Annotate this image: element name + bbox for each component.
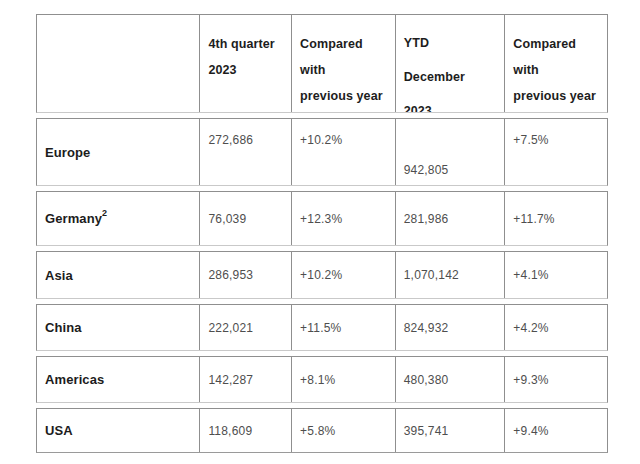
table-row-americas: Americas 142,287 +8.1% 480,380 +9.3% <box>36 356 608 403</box>
ytd-value-cell: 395,741 <box>395 409 505 452</box>
region-label: Germany2 <box>37 192 199 245</box>
ytd-value-cell: 281,986 <box>395 192 505 245</box>
table-row-germany: Germany2 76,039 +12.3% 281,986 +11.7% <box>36 191 608 246</box>
header-ytd-december-2023: YTD December 2023 <box>395 15 505 112</box>
region-name: USA <box>45 423 73 438</box>
q4-value-cell: 286,953 <box>199 252 291 298</box>
region-name: Asia <box>45 268 73 283</box>
region-name: Germany2 <box>45 211 107 226</box>
region-name: Europe <box>45 145 90 160</box>
ytd-compare-cell: +7.5% <box>504 119 607 185</box>
q4-value-cell: 272,686 <box>199 119 291 185</box>
deliveries-table: 4th quarter 2023 Compared with previous … <box>36 14 608 453</box>
ytd-value-cell: 1,070,142 <box>395 252 505 298</box>
header-region <box>37 15 199 112</box>
region-label: USA <box>37 409 199 452</box>
region-label: Americas <box>37 357 199 402</box>
region-name: Americas <box>45 372 104 387</box>
table-row-asia: Asia 286,953 +10.2% 1,070,142 +4.1% <box>36 251 608 299</box>
table-row-china: China 222,021 +11.5% 824,932 +4.2% <box>36 304 608 351</box>
ytd-value-cell: 824,932 <box>395 305 505 350</box>
q4-compare-cell: +11.5% <box>291 305 395 350</box>
q4-value-cell: 76,039 <box>199 192 291 245</box>
ytd-compare-cell: +4.2% <box>504 305 607 350</box>
q4-compare-cell: +10.2% <box>291 252 395 298</box>
q4-value-cell: 222,021 <box>199 305 291 350</box>
ytd-compare-cell: +11.7% <box>504 192 607 245</box>
region-label: Asia <box>37 252 199 298</box>
ytd-value-cell: 942,805 <box>395 119 505 185</box>
header-q4-compare: Compared with previous year % <box>291 15 395 112</box>
header-q4-2023: 4th quarter 2023 <box>199 15 291 112</box>
q4-value-cell: 142,287 <box>199 357 291 402</box>
region-label: Europe <box>37 119 199 185</box>
table-row-usa: USA 118,609 +5.8% 395,741 +9.4% <box>36 408 608 453</box>
region-name: China <box>45 320 82 335</box>
ytd-value-cell: 480,380 <box>395 357 505 402</box>
q4-value-cell: 118,609 <box>199 409 291 452</box>
q4-compare-cell: +10.2% <box>291 119 395 185</box>
header-ytd-compare: Compared with previous year % <box>504 15 607 112</box>
q4-compare-cell: +5.8% <box>291 409 395 452</box>
q4-compare-cell: +8.1% <box>291 357 395 402</box>
footnote-superscript: 2 <box>102 208 107 218</box>
q4-compare-cell: +12.3% <box>291 192 395 245</box>
table-row-europe: Europe 272,686 +10.2% 942,805 +7.5% <box>36 118 608 186</box>
ytd-compare-cell: +4.1% <box>504 252 607 298</box>
region-label: China <box>37 305 199 350</box>
ytd-compare-cell: +9.4% <box>504 409 607 452</box>
ytd-compare-cell: +9.3% <box>504 357 607 402</box>
table-header-row: 4th quarter 2023 Compared with previous … <box>36 14 608 113</box>
